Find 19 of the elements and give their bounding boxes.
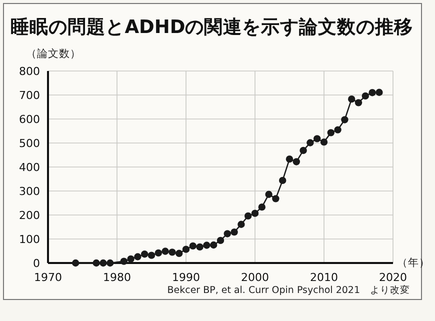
y-tick-label: 400 <box>19 161 40 174</box>
y-tick-label: 700 <box>19 89 40 102</box>
y-tick-label: 200 <box>19 209 40 222</box>
x-tick-label: 1970 <box>34 271 62 284</box>
y-tick-label: 600 <box>19 113 40 126</box>
y-tick-label: 100 <box>19 233 40 246</box>
x-tick-label: 1990 <box>172 271 200 284</box>
y-axis-title: （論文数） <box>26 47 81 60</box>
text: Bekcer BP, et al. Curr Opin Psychol 2021 より改変 <box>167 284 410 296</box>
y-tick-label: 500 <box>19 137 40 150</box>
y-tick-label: 0 <box>33 257 40 270</box>
x-tick-label: 2020 <box>379 271 407 284</box>
y-tick-label: 300 <box>19 185 40 198</box>
x-tick-label: 2010 <box>310 271 338 284</box>
x-tick-label: 2000 <box>241 271 269 284</box>
chart-title: 睡眠の問題とADHDの関連を示す論文数の推移 <box>10 16 414 38</box>
x-axis-title: （年） <box>397 257 430 269</box>
y-tick-label: 800 <box>19 65 40 78</box>
x-tick-label: 1980 <box>103 271 131 284</box>
